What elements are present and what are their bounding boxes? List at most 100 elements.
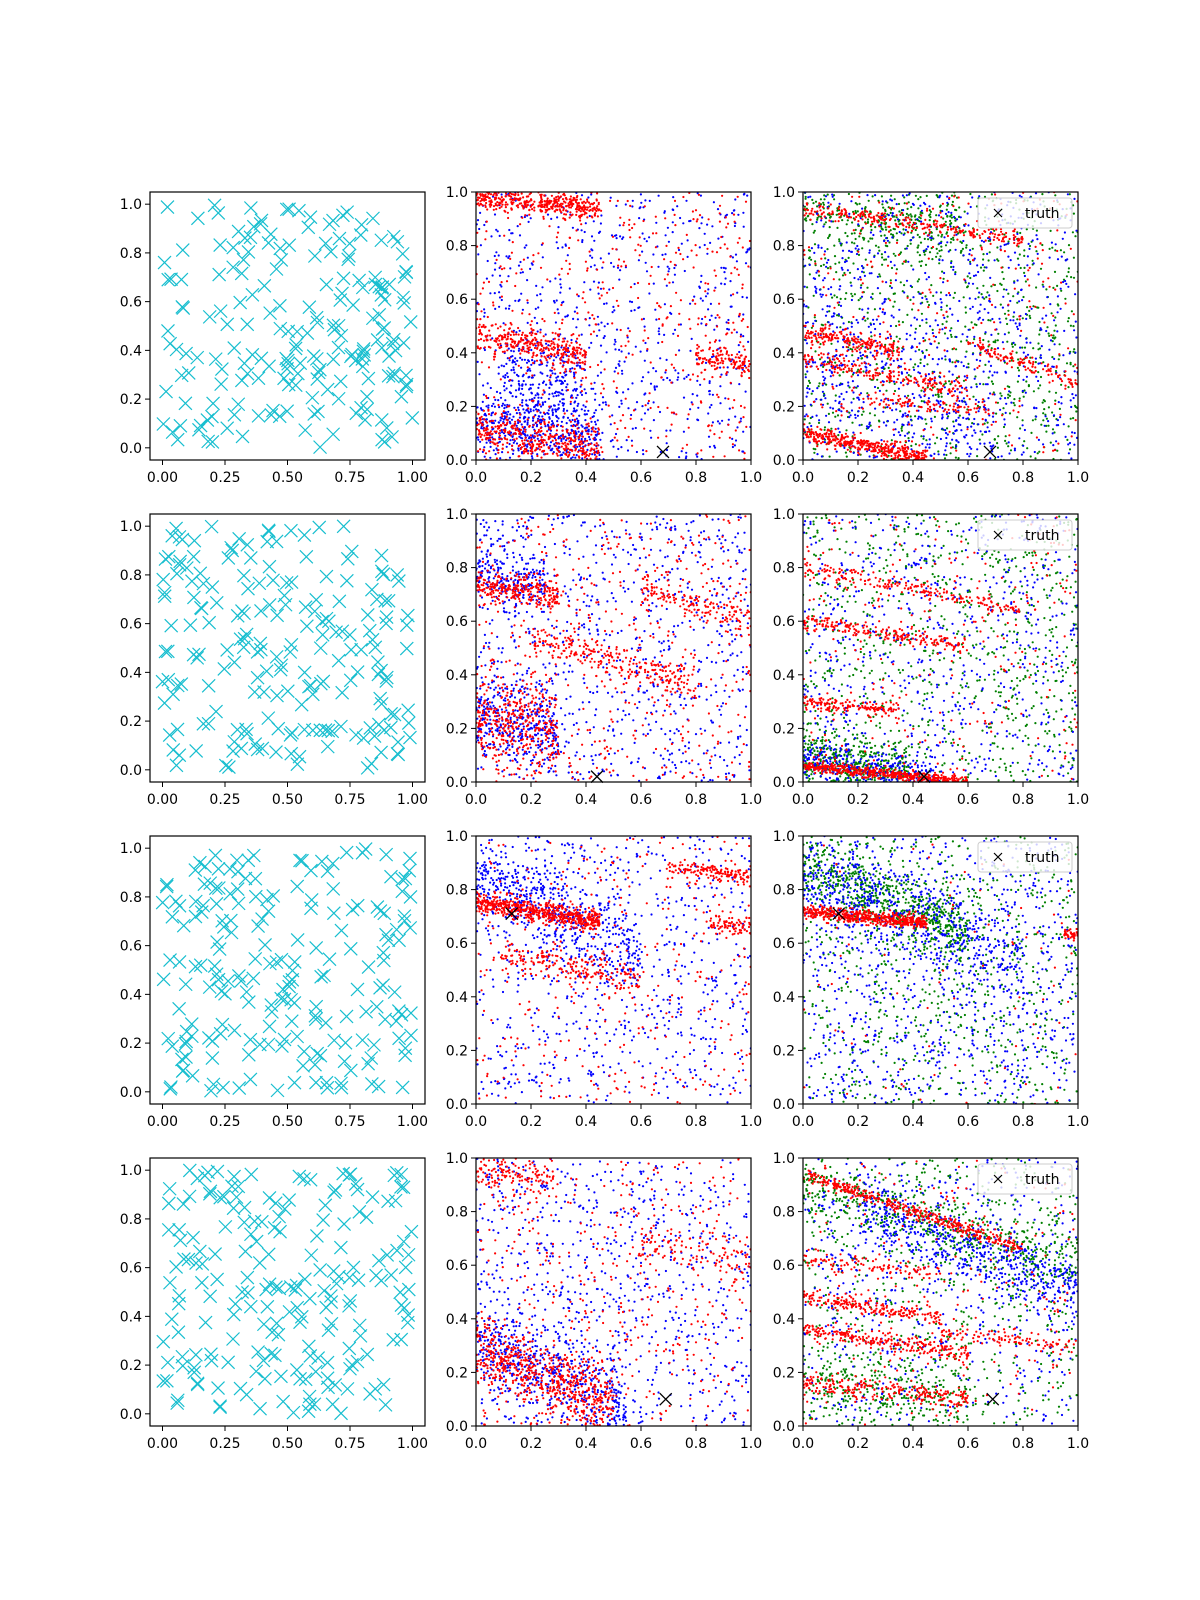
data-point	[529, 434, 532, 437]
data-point	[856, 374, 860, 377]
data-point	[1067, 317, 1070, 320]
data-point	[1029, 356, 1032, 359]
data-point	[537, 386, 540, 389]
data-point	[846, 269, 850, 272]
data-point	[525, 350, 528, 353]
data-point	[622, 224, 625, 227]
data-point	[506, 438, 509, 441]
data-point	[598, 208, 601, 211]
data-point	[957, 457, 960, 460]
data-point	[945, 445, 948, 448]
data-point	[703, 243, 706, 247]
data-point	[526, 214, 529, 217]
data-point	[1074, 394, 1077, 397]
data-point	[386, 332, 401, 347]
data-point	[485, 433, 488, 436]
data-point	[501, 415, 504, 418]
data-point	[822, 203, 826, 206]
data-point	[529, 267, 532, 270]
data-point	[504, 412, 507, 415]
data-point	[594, 420, 597, 423]
data-point	[1021, 424, 1024, 427]
data-point	[857, 248, 860, 251]
data-point	[554, 390, 558, 393]
data-point	[949, 333, 953, 336]
data-point	[983, 442, 986, 445]
data-point	[1038, 320, 1041, 324]
data-point	[685, 233, 688, 236]
data-point	[493, 352, 496, 355]
data-point	[479, 318, 482, 321]
data-point	[552, 203, 555, 206]
data-point	[568, 440, 571, 443]
data-point	[539, 341, 542, 344]
data-point	[913, 316, 916, 319]
data-point	[476, 199, 479, 202]
data-point	[716, 352, 719, 355]
data-point	[851, 354, 854, 357]
data-point	[575, 346, 579, 349]
data-point	[808, 249, 812, 252]
data-point	[905, 338, 908, 341]
data-point	[533, 200, 536, 203]
data-point	[584, 208, 587, 211]
data-point	[302, 300, 317, 315]
data-point	[1023, 271, 1026, 274]
data-point	[609, 440, 613, 443]
data-point	[907, 374, 910, 377]
data-point	[519, 352, 522, 355]
data-point	[696, 347, 699, 350]
data-point	[1046, 326, 1049, 329]
data-point	[711, 421, 715, 424]
data-point	[679, 216, 682, 220]
data-point	[539, 293, 542, 296]
data-point	[568, 246, 571, 250]
data-point	[1042, 443, 1045, 446]
data-point	[503, 333, 506, 336]
data-point	[569, 367, 572, 371]
data-point	[576, 312, 579, 315]
data-point	[615, 455, 618, 458]
data-point	[907, 437, 910, 440]
data-point	[581, 240, 584, 244]
data-point	[489, 445, 492, 448]
data-point	[510, 195, 513, 198]
plot-area	[156, 198, 420, 455]
data-point	[946, 433, 949, 436]
data-point	[560, 346, 563, 349]
data-point	[489, 436, 492, 439]
data-point	[885, 281, 888, 284]
data-point	[736, 353, 739, 356]
data-point	[589, 449, 592, 452]
data-point	[949, 442, 952, 445]
data-point	[510, 208, 513, 211]
data-point	[743, 406, 746, 409]
data-point	[708, 393, 711, 396]
data-point	[178, 396, 193, 411]
data-point	[1071, 431, 1074, 434]
data-point	[624, 264, 628, 267]
data-point	[476, 192, 479, 195]
data-point	[718, 422, 721, 425]
data-point	[597, 281, 601, 284]
data-point	[914, 363, 917, 366]
data-point	[574, 371, 577, 374]
data-point	[521, 312, 524, 315]
data-point	[560, 420, 564, 423]
data-point	[878, 273, 881, 276]
data-point	[576, 361, 579, 364]
data-point	[565, 259, 568, 262]
data-point	[548, 386, 551, 389]
data-point	[866, 311, 869, 314]
data-point	[940, 235, 943, 238]
data-point	[593, 443, 596, 446]
data-point	[815, 287, 818, 290]
data-point	[741, 363, 745, 366]
data-point	[860, 413, 864, 416]
data-point	[589, 333, 593, 336]
data-point	[213, 238, 228, 253]
data-point	[999, 245, 1002, 248]
data-point	[571, 204, 574, 207]
data-point	[682, 195, 685, 199]
data-point	[675, 413, 678, 416]
